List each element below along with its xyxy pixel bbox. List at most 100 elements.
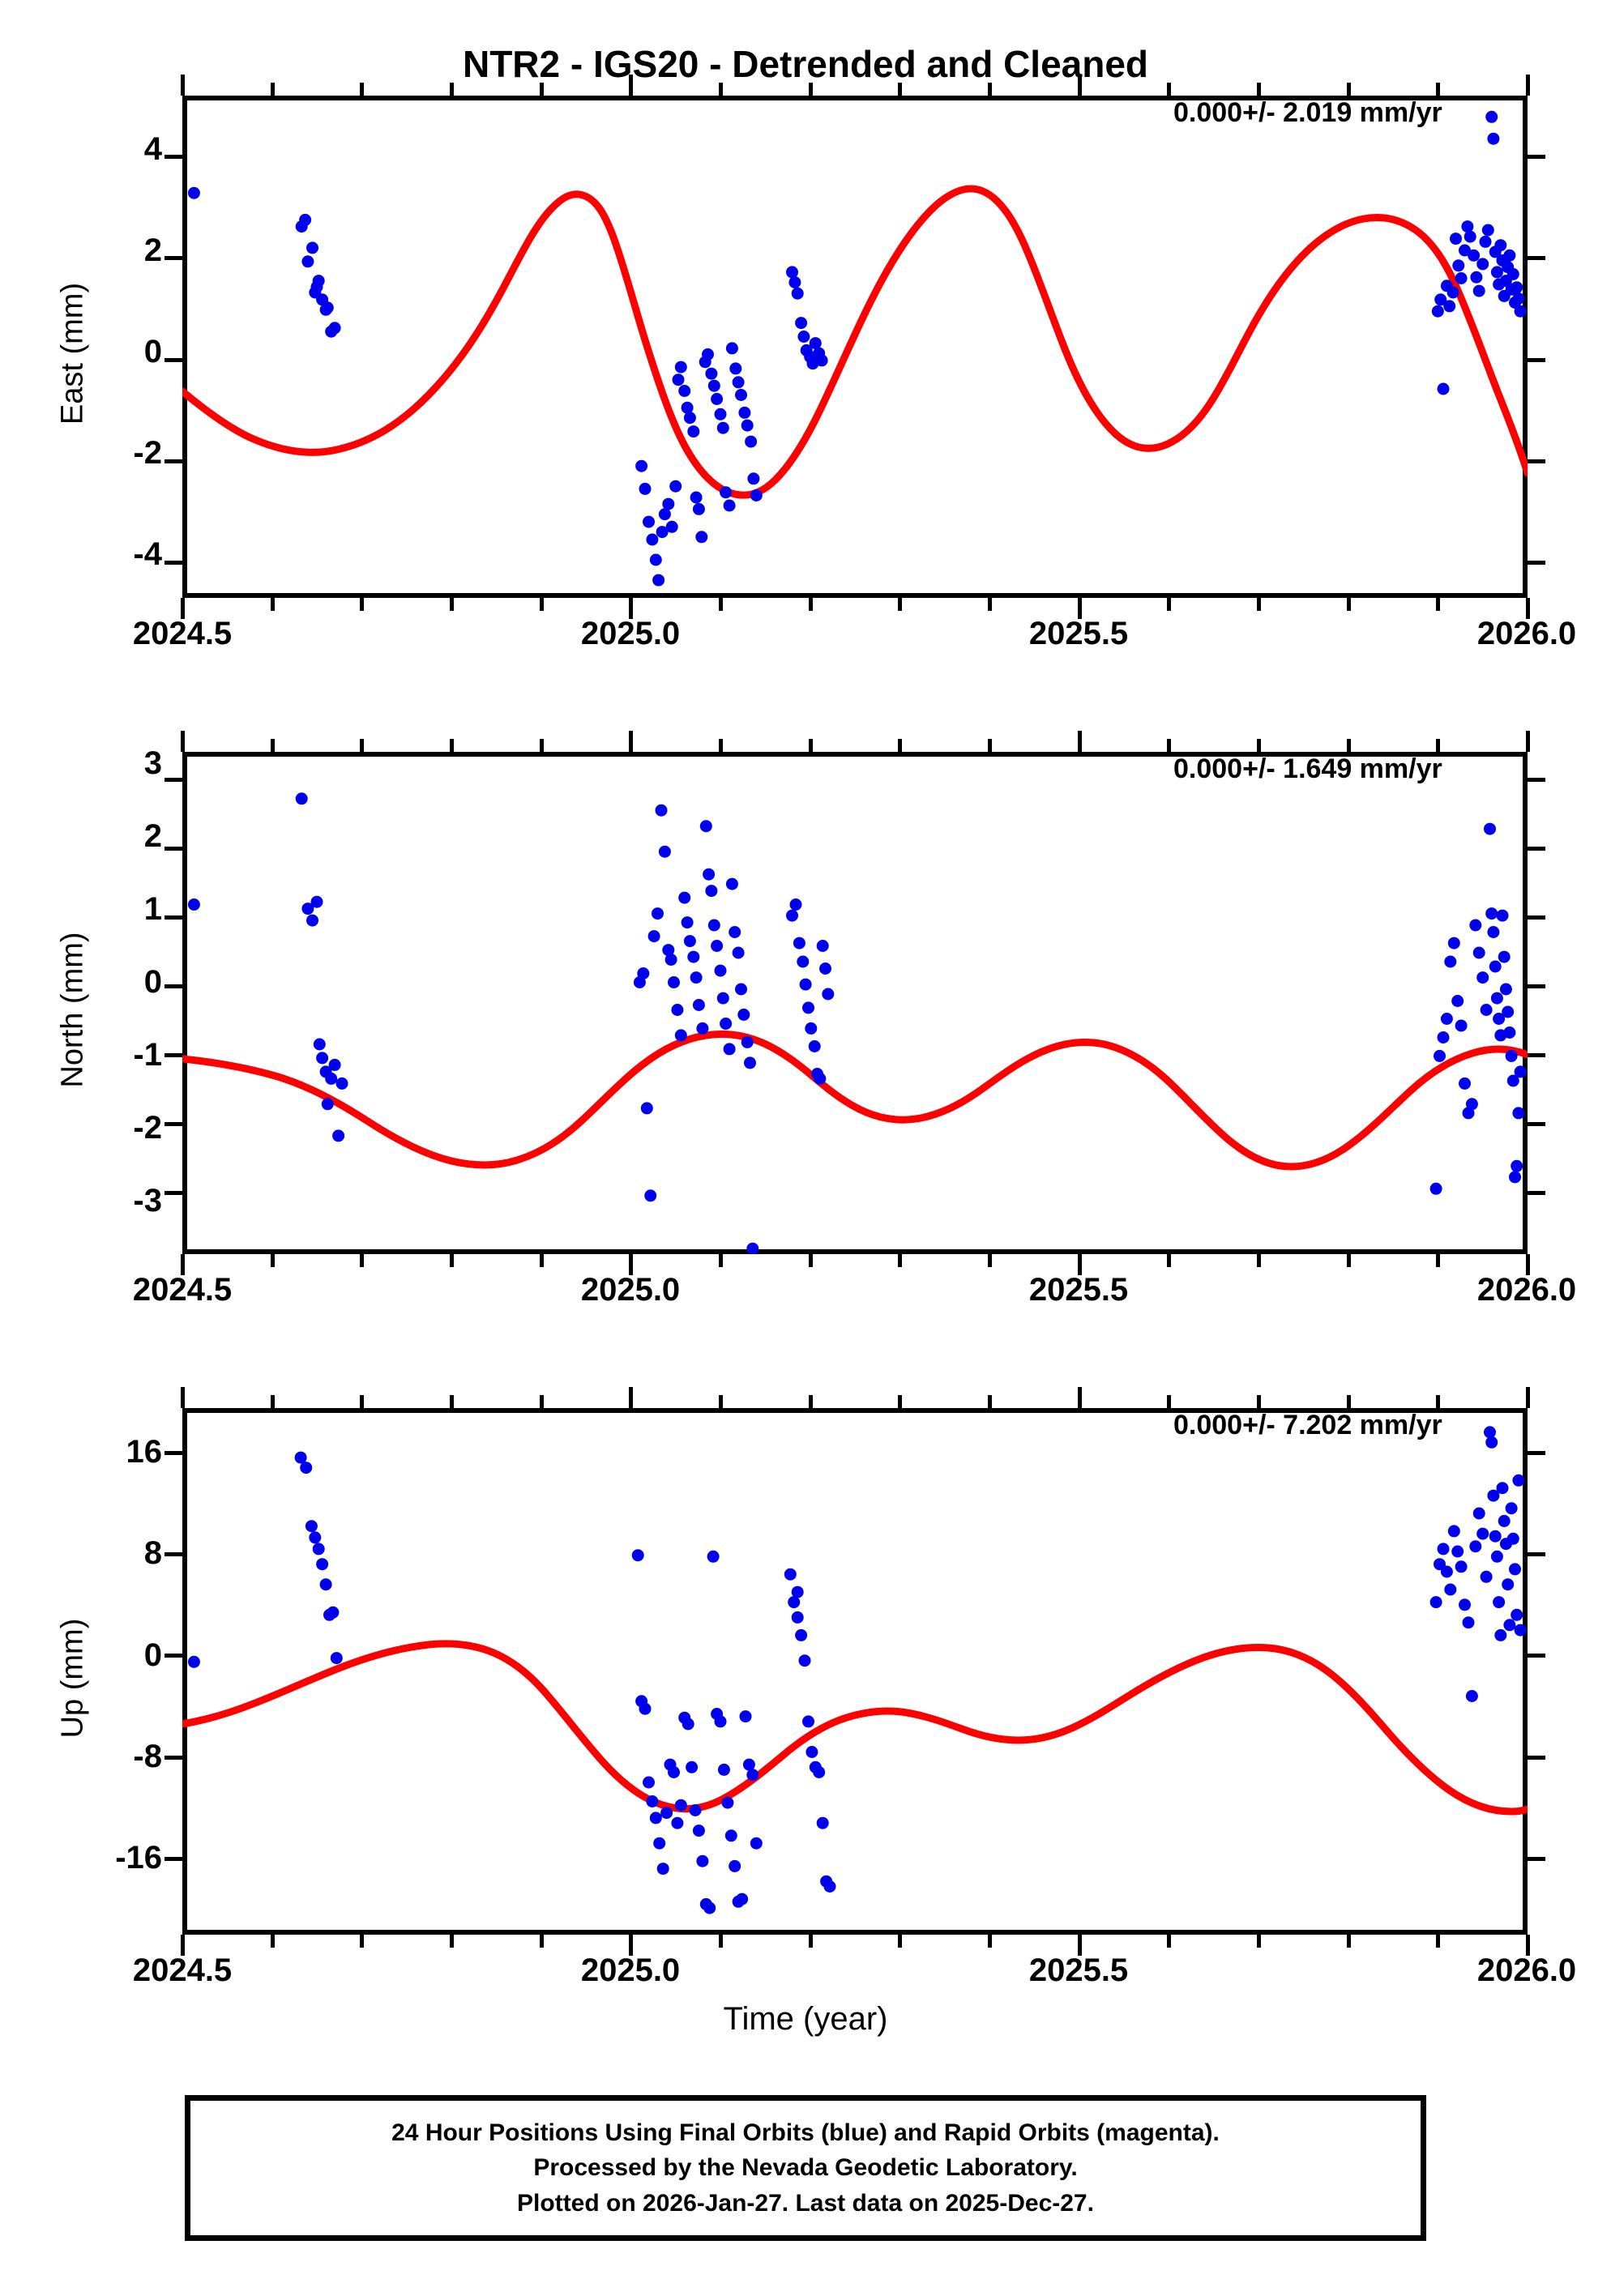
data-point xyxy=(1503,249,1516,262)
xtick-mark-bottom xyxy=(1257,598,1261,611)
xtick-mark-bottom xyxy=(1077,598,1082,619)
data-point xyxy=(705,885,718,898)
data-point xyxy=(316,1052,329,1065)
fit-curve-up-group xyxy=(182,1640,1528,1816)
xtick-mark-bottom xyxy=(808,1254,813,1267)
data-points-north xyxy=(187,792,1527,1254)
data-point xyxy=(1440,1013,1453,1025)
data-point xyxy=(815,354,828,367)
ytick-up-16: 16 xyxy=(126,1434,163,1470)
ytick-up-0: 0 xyxy=(143,1637,162,1673)
data-point xyxy=(669,480,682,493)
data-point xyxy=(295,792,308,805)
data-point xyxy=(330,1652,343,1665)
xtick-mark-bottom xyxy=(450,1254,454,1267)
ytick-mark-left xyxy=(165,1755,182,1760)
data-point xyxy=(696,1022,709,1035)
data-point xyxy=(813,1766,826,1778)
ytick-north-3: 3 xyxy=(143,745,162,781)
fit-curve-north xyxy=(182,1030,1528,1171)
xtick-mark-top xyxy=(1346,739,1351,752)
data-point xyxy=(1511,1159,1523,1172)
data-point xyxy=(723,499,736,512)
xtick-mark-top xyxy=(1526,731,1530,752)
xtick-mark-bottom xyxy=(1346,598,1351,611)
data-point xyxy=(795,317,808,330)
data-point xyxy=(1487,926,1500,938)
data-point xyxy=(301,903,314,915)
data-point xyxy=(723,1043,736,1056)
xtick-mark-top xyxy=(450,739,454,752)
data-point xyxy=(806,1746,818,1758)
ytick-east-m2: -2 xyxy=(133,435,162,471)
xtick-mark-top xyxy=(1257,83,1261,96)
data-point xyxy=(791,1611,804,1624)
xtick-mark-top xyxy=(181,731,185,752)
data-point xyxy=(819,962,831,975)
data-point xyxy=(672,373,685,386)
data-point xyxy=(823,1880,836,1893)
data-point xyxy=(692,999,705,1011)
data-point xyxy=(1493,1596,1506,1609)
data-point xyxy=(1447,937,1460,950)
xtick-mark-bottom xyxy=(539,1254,544,1267)
data-point xyxy=(692,502,705,515)
data-point xyxy=(1506,267,1519,280)
data-point xyxy=(699,820,712,833)
data-point xyxy=(741,419,754,432)
data-point xyxy=(1505,1049,1518,1062)
data-point xyxy=(690,971,703,984)
data-point xyxy=(1476,971,1489,984)
data-point xyxy=(647,930,660,943)
data-point xyxy=(1468,249,1481,262)
ytick-mark-right xyxy=(1528,357,1545,362)
xtick-mark-bottom xyxy=(988,598,992,611)
data-point xyxy=(643,1776,655,1789)
data-point xyxy=(305,1520,318,1533)
xtick-mark-bottom xyxy=(360,1254,365,1267)
plot-frame-north xyxy=(182,752,1528,1254)
data-point xyxy=(1462,1616,1475,1629)
data-point xyxy=(310,895,323,908)
xtick-mark-bottom xyxy=(629,598,634,619)
xtick-north-2024-5: 2024.5 xyxy=(132,1272,233,1308)
data-point xyxy=(784,1568,797,1581)
data-point xyxy=(1461,220,1474,233)
data-point xyxy=(653,1837,666,1850)
data-point xyxy=(1512,1474,1525,1487)
data-point xyxy=(316,1558,329,1571)
xtick-north-2025-0: 2025.0 xyxy=(580,1272,681,1308)
xtick-mark-bottom xyxy=(1257,1935,1261,1948)
xtick-mark-bottom xyxy=(1526,598,1530,619)
data-point xyxy=(187,898,200,911)
ytick-mark-left xyxy=(165,846,182,851)
data-point xyxy=(187,186,200,199)
footer-line-1: 24 Hour Positions Using Final Orbits (bl… xyxy=(391,2119,1220,2146)
xtick-mark-top xyxy=(181,1387,185,1408)
ytick-mark-left xyxy=(165,1450,182,1455)
data-point xyxy=(750,489,763,501)
xtick-mark-top xyxy=(270,83,275,96)
data-point xyxy=(1459,1077,1471,1090)
data-point xyxy=(644,1189,657,1202)
data-point xyxy=(799,978,812,991)
data-point xyxy=(646,533,659,546)
data-point xyxy=(716,421,729,434)
ytick-mark-right xyxy=(1528,459,1545,463)
ytick-north-m1: -1 xyxy=(133,1037,162,1073)
data-point xyxy=(1452,259,1465,272)
data-point xyxy=(736,1893,749,1906)
xtick-mark-bottom xyxy=(1167,598,1172,611)
ytick-mark-right xyxy=(1528,155,1545,160)
data-point xyxy=(328,1058,341,1071)
xtick-mark-top xyxy=(1526,75,1530,96)
data-point xyxy=(1503,1619,1516,1632)
ytick-mark-left xyxy=(165,984,182,988)
data-point xyxy=(300,1462,313,1474)
data-point xyxy=(1490,1550,1503,1563)
data-point xyxy=(1506,1074,1519,1087)
xtick-up-2024-5: 2024.5 xyxy=(132,1952,233,1988)
data-point xyxy=(793,937,806,950)
xtick-mark-bottom xyxy=(1436,1254,1441,1267)
data-point xyxy=(658,845,671,858)
